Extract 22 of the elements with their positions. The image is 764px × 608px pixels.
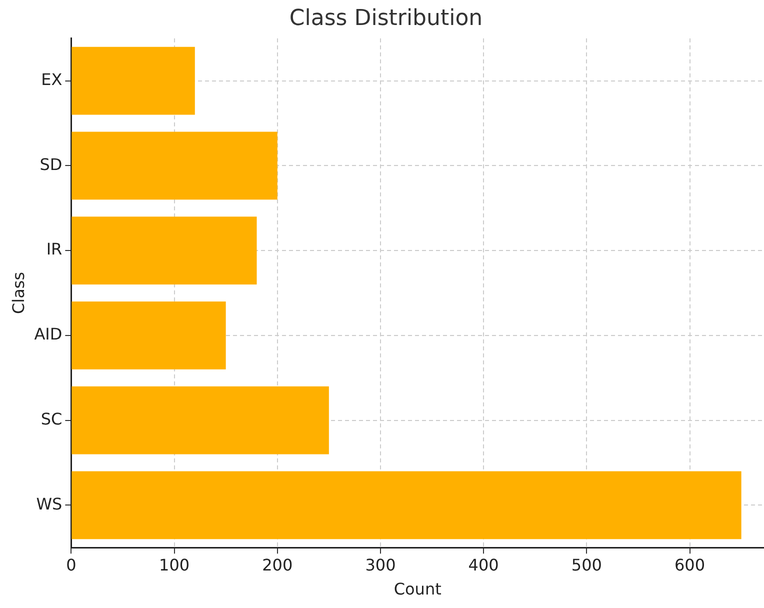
bar [72, 132, 278, 200]
x-tick-label: 200 [262, 555, 293, 574]
y-tick-label: AID [34, 324, 62, 344]
x-tick-label: 300 [365, 555, 396, 574]
y-axis-title: Class [8, 272, 28, 314]
x-tick-label: 400 [468, 555, 499, 574]
bar [72, 216, 257, 285]
bar [72, 471, 742, 540]
y-tick-label: SC [40, 409, 62, 428]
bar [72, 386, 329, 454]
y-tick-label: EX [41, 70, 62, 89]
y-tick-label: WS [36, 494, 62, 514]
y-tick-label: SD [40, 154, 62, 174]
y-tick-label: IR [46, 240, 62, 259]
x-tick-label: 500 [571, 555, 602, 574]
chart-title: Class Distribution [289, 6, 483, 31]
bar [72, 301, 226, 370]
x-axis-title: Count [394, 580, 442, 599]
x-tick-label: 0 [66, 555, 76, 574]
x-tick-label: 600 [674, 555, 706, 574]
x-tick-label: 100 [159, 555, 190, 574]
bar [72, 46, 195, 115]
